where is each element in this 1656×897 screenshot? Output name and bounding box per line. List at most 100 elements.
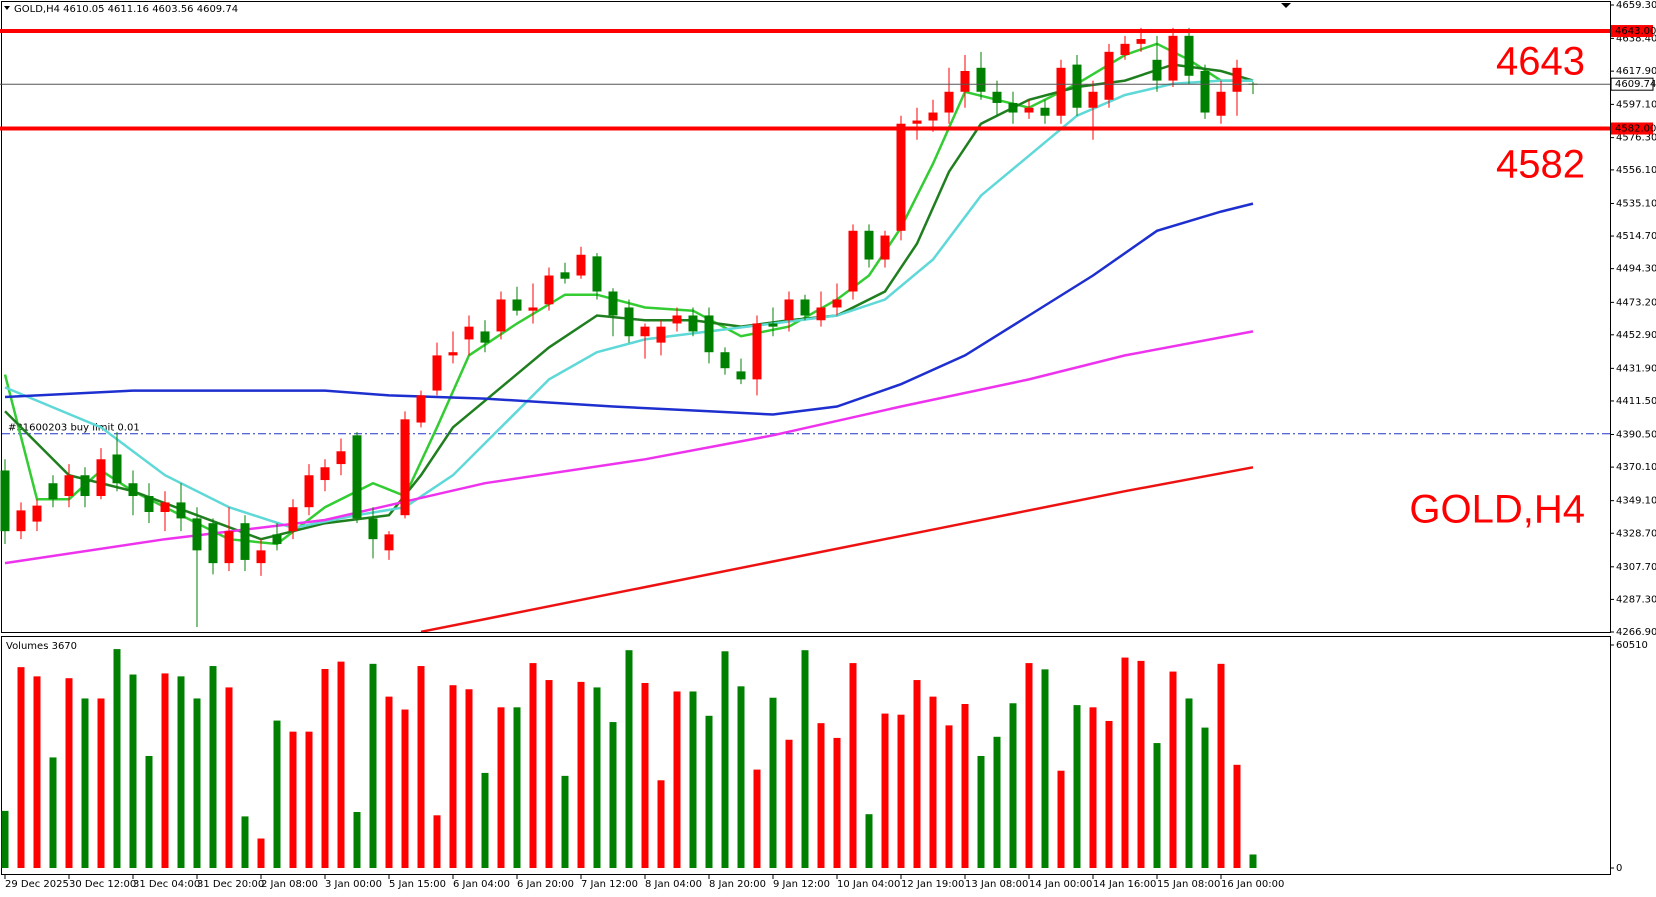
volume-bar xyxy=(193,698,201,868)
volume-bar xyxy=(465,689,473,868)
candle-body xyxy=(800,299,810,316)
y-tick-label: 4576.30 xyxy=(1616,133,1656,144)
volume-bar xyxy=(929,696,937,868)
header: GOLD,H4 4610.05 4611.16 4603.56 4609.74 xyxy=(14,4,238,15)
candle-body xyxy=(768,323,778,327)
candle-body xyxy=(944,91,954,113)
candle-body xyxy=(704,315,714,353)
volume-bar xyxy=(577,681,585,868)
volume-bar xyxy=(353,811,361,868)
candle-body xyxy=(976,67,986,92)
v-tick-label: 0 xyxy=(1616,863,1622,874)
level-tag xyxy=(1611,122,1653,135)
current-price-label: 4609.74 xyxy=(1615,79,1656,90)
y-tick-label: 4473.20 xyxy=(1616,297,1656,308)
candle-body xyxy=(496,299,506,332)
volume-bar xyxy=(1009,703,1017,868)
x-tick-label: 29 Dec 2025 xyxy=(5,879,69,890)
candle-body xyxy=(512,299,522,311)
volume-bar xyxy=(49,757,57,868)
x-tick-label: 13 Jan 08:00 xyxy=(965,879,1028,890)
volume-bar xyxy=(513,707,521,868)
moving-average xyxy=(4,202,1254,416)
volume-bar xyxy=(657,780,665,868)
volume-bar xyxy=(33,676,41,868)
level-annotation: 4643 xyxy=(1496,40,1585,84)
volume-bar xyxy=(673,691,681,868)
volume-bar xyxy=(993,736,1001,868)
volume-bar xyxy=(65,678,73,868)
x-tick-label: 6 Jan 20:00 xyxy=(517,879,574,890)
volume-bar xyxy=(545,680,553,868)
moving-average xyxy=(420,466,1254,632)
candle-body xyxy=(304,475,314,508)
volume-bar xyxy=(801,650,809,868)
candle-body xyxy=(784,299,794,321)
volume-bar xyxy=(721,651,729,868)
candle-body xyxy=(544,275,554,305)
volume-bar xyxy=(433,815,441,868)
x-tick-label: 9 Jan 12:00 xyxy=(773,879,830,890)
volume-bar xyxy=(321,668,329,868)
candle-body xyxy=(1056,67,1066,116)
candle-body xyxy=(832,299,842,308)
volume-bar xyxy=(369,663,377,868)
candle-body xyxy=(256,550,266,564)
candle-body xyxy=(400,419,410,516)
candle-body xyxy=(1040,107,1050,116)
x-tick-label: 30 Dec 12:00 xyxy=(69,879,136,890)
volume-bar xyxy=(161,673,169,868)
candle-body xyxy=(32,505,42,522)
y-tick-label: 4452.90 xyxy=(1616,330,1656,341)
volume-bar xyxy=(609,722,617,868)
volume-bar xyxy=(737,686,745,868)
candle-body xyxy=(1216,91,1226,116)
volume-bar xyxy=(1217,663,1225,868)
order-label: #31600203 buy limit 0.01 xyxy=(8,423,140,434)
candle-body xyxy=(128,483,138,497)
x-tick-label: 2 Jan 08:00 xyxy=(261,879,318,890)
volume-bar xyxy=(145,755,153,868)
candle-body xyxy=(192,518,202,551)
x-tick-label: 14 Jan 16:00 xyxy=(1093,879,1156,890)
y-tick-label: 4617.90 xyxy=(1616,66,1656,77)
x-tick-label: 8 Jan 20:00 xyxy=(709,879,766,890)
x-tick-label: 31 Dec 20:00 xyxy=(197,879,264,890)
y-tick-label: 4266.90 xyxy=(1616,627,1656,638)
menu-triangle[interactable] xyxy=(4,6,10,10)
candle-body xyxy=(112,454,122,484)
candle-body xyxy=(432,355,442,391)
volume-bar xyxy=(529,663,537,868)
y-tick-label: 4535.10 xyxy=(1616,198,1656,209)
candle-body xyxy=(1024,107,1034,113)
volume-bar xyxy=(401,709,409,868)
candle-body xyxy=(528,307,538,311)
volume-bar xyxy=(337,661,345,868)
x-tick-label: 14 Jan 00:00 xyxy=(1029,879,1092,890)
candle-body xyxy=(0,470,10,532)
y-tick-label: 4349.10 xyxy=(1616,496,1656,507)
x-tick-label: 5 Jan 15:00 xyxy=(389,879,446,890)
volume-bar xyxy=(113,649,121,868)
candle-body xyxy=(1104,51,1114,100)
candle-body xyxy=(208,523,218,564)
volume-bar xyxy=(481,772,489,868)
candle-body xyxy=(576,254,586,276)
volume-bar xyxy=(417,666,425,868)
volume-bar xyxy=(817,723,825,868)
candle-body xyxy=(448,352,458,356)
y-tick-label: 4638.40 xyxy=(1616,33,1656,44)
volume-bar xyxy=(1073,705,1081,868)
candle-body xyxy=(160,502,170,513)
volume-bar xyxy=(129,674,137,868)
volume-bar xyxy=(257,838,265,868)
candle-body xyxy=(1152,59,1162,81)
volume-bar xyxy=(81,698,89,868)
volume-bar xyxy=(241,816,249,868)
candle-body xyxy=(992,91,1002,103)
candle-body xyxy=(848,230,858,292)
candle-body xyxy=(688,315,698,332)
candle-body xyxy=(416,395,426,423)
